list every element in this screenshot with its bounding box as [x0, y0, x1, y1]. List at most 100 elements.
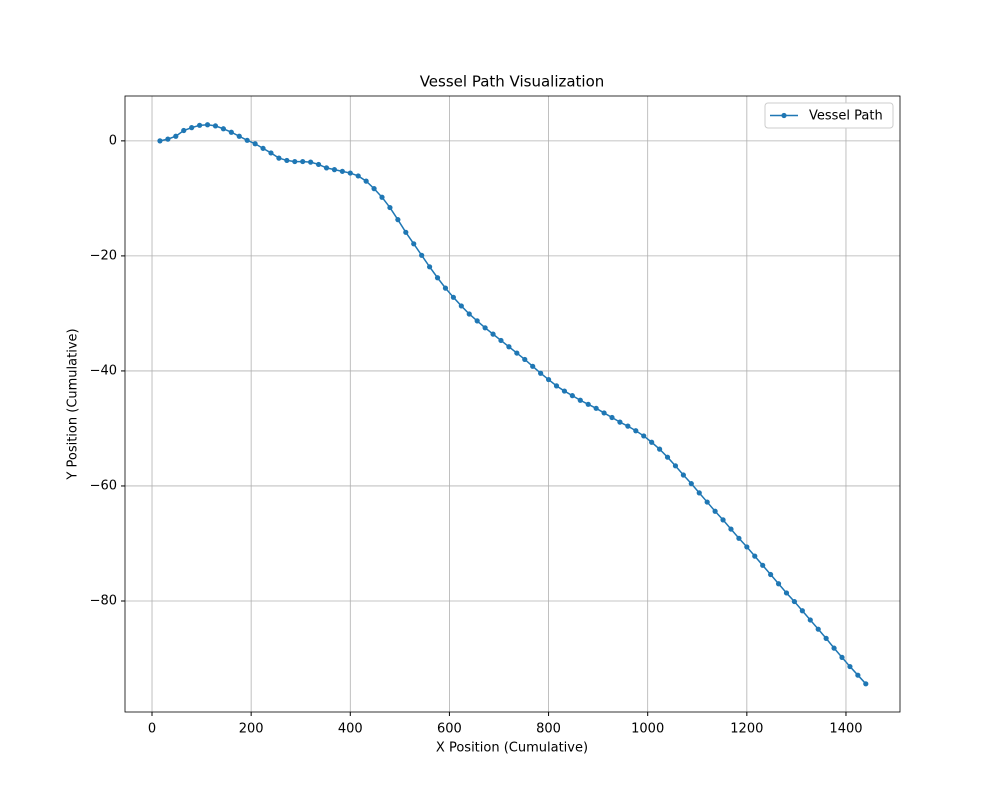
point-marker [664, 454, 671, 460]
point-marker [173, 133, 179, 139]
point-marker [339, 168, 345, 174]
point-marker [308, 159, 314, 165]
point-marker [197, 122, 203, 128]
x-axis-label: X Position (Cumulative) [436, 741, 588, 756]
point-marker [760, 562, 766, 568]
point-marker [450, 294, 456, 300]
point-marker [696, 490, 702, 496]
legend-label: Vessel Path [809, 109, 883, 124]
point-marker [649, 439, 655, 445]
point-marker [561, 388, 568, 394]
point-marker [823, 635, 829, 641]
point-marker [783, 590, 790, 596]
point-marker [466, 311, 472, 317]
point-marker [609, 414, 615, 421]
point-marker [815, 626, 821, 632]
point-marker [752, 553, 758, 559]
point-marker [379, 194, 385, 200]
x-tick-label: 0 [148, 722, 156, 737]
point-marker [260, 145, 266, 151]
series-line [159, 124, 867, 685]
x-tick-label: 400 [338, 722, 363, 737]
point-marker [220, 126, 226, 132]
point-marker [601, 410, 607, 416]
point-marker [799, 608, 805, 614]
point-marker [831, 645, 837, 651]
point-marker [411, 241, 417, 247]
point-marker [585, 401, 591, 407]
chart-title: Vessel Path Visualization [420, 73, 605, 91]
x-tick-label: 600 [437, 722, 462, 737]
point-marker [807, 617, 813, 623]
point-marker [315, 161, 322, 168]
x-tick-label: 200 [239, 722, 264, 737]
point-marker [791, 598, 798, 605]
point-marker [189, 125, 195, 131]
point-marker [514, 350, 520, 356]
point-marker [300, 158, 306, 165]
point-marker [434, 275, 441, 281]
point-marker [720, 517, 726, 523]
point-marker [641, 433, 647, 439]
point-marker [323, 165, 330, 171]
point-marker [252, 141, 258, 147]
point-marker [593, 405, 599, 411]
point-marker [419, 252, 425, 258]
point-marker [268, 150, 274, 156]
point-marker [426, 264, 433, 270]
point-marker [458, 303, 464, 309]
x-tick-label: 1200 [730, 722, 763, 737]
point-marker [212, 123, 219, 129]
point-marker [181, 127, 187, 134]
point-marker [672, 463, 679, 469]
point-marker [656, 446, 663, 452]
y-tick-label: −80 [90, 593, 117, 608]
point-marker [553, 383, 560, 389]
y-tick-label: 0 [109, 133, 117, 148]
point-marker [292, 158, 298, 165]
plot-frame [124, 95, 901, 713]
point-marker [482, 325, 488, 331]
point-marker [165, 136, 171, 142]
point-marker [736, 535, 742, 541]
point-marker [363, 178, 369, 184]
point-marker [331, 167, 338, 173]
point-marker [506, 344, 512, 350]
x-tick-label: 1000 [631, 722, 664, 737]
point-marker [538, 370, 544, 376]
point-marker [775, 581, 782, 587]
point-marker [744, 544, 750, 550]
point-marker [204, 122, 211, 128]
point-marker [688, 481, 694, 487]
point-marker [228, 129, 234, 135]
point-marker [680, 472, 686, 478]
point-marker [625, 423, 631, 429]
point-marker [403, 229, 409, 235]
point-marker [395, 217, 401, 223]
point-marker [355, 173, 361, 179]
point-marker [768, 571, 774, 578]
legend-marker [781, 112, 787, 119]
point-marker [347, 170, 353, 176]
point-marker [244, 137, 250, 143]
point-marker [474, 318, 480, 324]
point-marker [704, 499, 710, 505]
point-marker [728, 526, 734, 532]
point-marker [530, 363, 536, 369]
point-marker [617, 419, 623, 425]
point-marker [855, 672, 861, 678]
point-marker [569, 393, 575, 399]
point-marker [442, 285, 449, 291]
y-tick-label: −60 [90, 478, 117, 493]
point-marker [157, 138, 163, 144]
point-marker [847, 663, 853, 670]
point-marker [490, 331, 496, 337]
y-axis-label: Y Position (Cumulative) [66, 328, 81, 480]
x-tick-label: 800 [536, 722, 561, 737]
point-marker [498, 337, 504, 344]
point-marker [371, 186, 377, 192]
point-marker [522, 356, 528, 363]
point-marker [284, 157, 290, 164]
point-marker [633, 428, 639, 434]
